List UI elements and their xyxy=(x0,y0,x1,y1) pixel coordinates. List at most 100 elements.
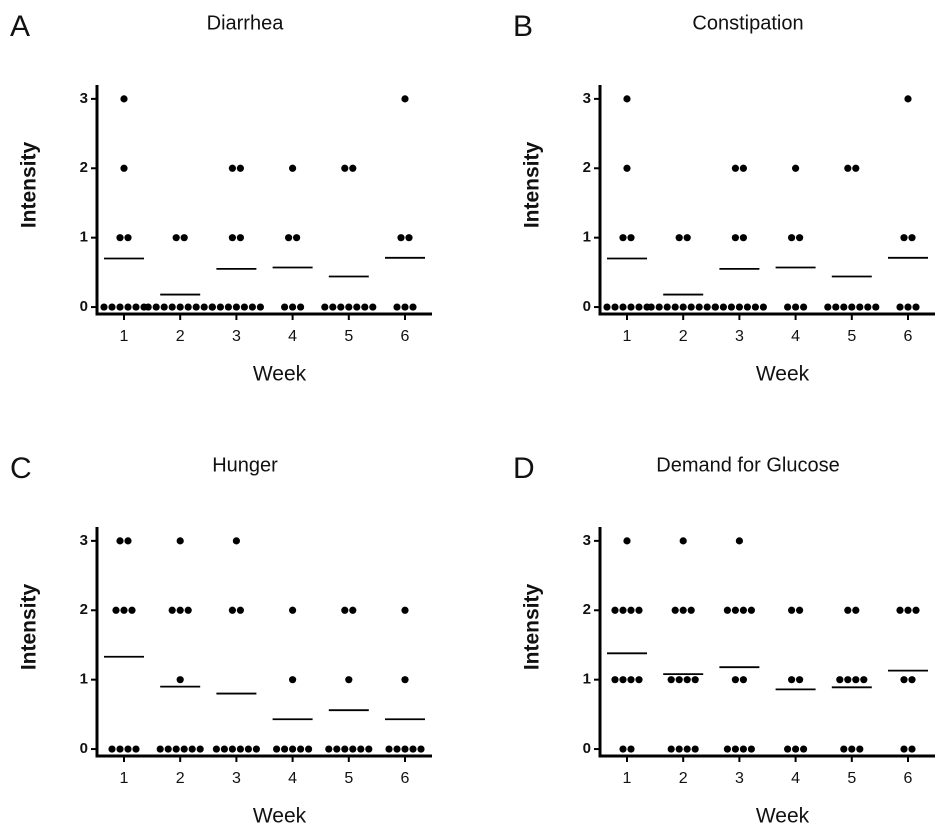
dot xyxy=(675,745,683,753)
dot xyxy=(124,303,132,311)
dot xyxy=(228,745,236,753)
dot xyxy=(297,745,305,753)
dot xyxy=(759,303,767,311)
y-tick-label: 0 xyxy=(583,298,591,315)
y-tick-label: 2 xyxy=(80,159,88,176)
y-tick-label: 3 xyxy=(80,532,88,549)
dot xyxy=(401,303,409,311)
y-tick-label: 3 xyxy=(80,90,88,107)
dot xyxy=(393,745,401,753)
dot xyxy=(349,745,357,753)
x-tick-label: 3 xyxy=(735,328,744,345)
dot xyxy=(281,745,289,753)
x-tick-label: 3 xyxy=(232,770,241,787)
dot xyxy=(623,95,631,103)
x-tick-label: 4 xyxy=(791,328,800,345)
dot xyxy=(361,303,369,311)
dot xyxy=(120,606,128,614)
dot xyxy=(252,745,260,753)
dot xyxy=(623,164,631,172)
dot xyxy=(864,303,872,311)
dot xyxy=(236,606,244,614)
dot xyxy=(792,745,800,753)
dot xyxy=(208,303,216,311)
dot xyxy=(236,164,244,172)
dot xyxy=(172,745,180,753)
y-tick-label: 3 xyxy=(583,90,591,107)
dot xyxy=(727,303,735,311)
dot xyxy=(852,164,860,172)
dot xyxy=(385,745,393,753)
dot xyxy=(611,676,619,684)
dot xyxy=(365,745,373,753)
dot xyxy=(120,95,128,103)
dot xyxy=(128,606,136,614)
dot xyxy=(671,606,679,614)
dot xyxy=(120,164,128,172)
dot xyxy=(188,745,196,753)
dot xyxy=(337,303,345,311)
dot xyxy=(289,676,297,684)
dot xyxy=(619,303,627,311)
x-tick-label: 4 xyxy=(288,328,297,345)
dot xyxy=(112,606,120,614)
dot xyxy=(848,303,856,311)
dot xyxy=(900,676,908,684)
dot xyxy=(747,606,755,614)
x-tick-label: 2 xyxy=(679,770,688,787)
dot xyxy=(116,303,124,311)
y-axis-label: Intensity xyxy=(18,584,41,671)
dot xyxy=(679,606,687,614)
dot xyxy=(856,303,864,311)
dot xyxy=(124,234,132,242)
dot xyxy=(627,606,635,614)
dot xyxy=(176,303,184,311)
dot xyxy=(176,676,184,684)
dot xyxy=(196,745,204,753)
x-axis-label: Week xyxy=(756,363,810,386)
dot xyxy=(796,606,804,614)
dot xyxy=(900,745,908,753)
dot xyxy=(784,745,792,753)
dot xyxy=(164,745,172,753)
dot xyxy=(723,606,731,614)
dot xyxy=(896,303,904,311)
dot xyxy=(409,745,417,753)
dot xyxy=(369,303,377,311)
dot xyxy=(711,303,719,311)
dot xyxy=(393,303,401,311)
dot xyxy=(285,234,293,242)
dot xyxy=(852,676,860,684)
dot xyxy=(228,606,236,614)
x-tick-label: 3 xyxy=(735,770,744,787)
dot xyxy=(236,234,244,242)
dot xyxy=(731,745,739,753)
x-tick-label: 4 xyxy=(288,770,297,787)
dot xyxy=(248,303,256,311)
y-axis-label: Intensity xyxy=(18,142,41,229)
dot xyxy=(683,745,691,753)
dot xyxy=(675,676,683,684)
dot xyxy=(860,676,868,684)
dot xyxy=(160,303,168,311)
panel: A Diarrhea Intensity Week 0 1 2 3 1 2 3 4 5 6 xyxy=(10,10,432,386)
dot xyxy=(731,606,739,614)
dot xyxy=(900,234,908,242)
dot xyxy=(687,606,695,614)
dot xyxy=(679,303,687,311)
dot xyxy=(731,164,739,172)
dot xyxy=(619,606,627,614)
dot xyxy=(824,303,832,311)
dot xyxy=(627,745,635,753)
dot xyxy=(297,303,305,311)
dot xyxy=(904,95,912,103)
x-axis-label: Week xyxy=(756,805,810,828)
x-tick-label: 5 xyxy=(344,770,353,787)
dot xyxy=(904,606,912,614)
dot xyxy=(333,745,341,753)
dot xyxy=(144,303,152,311)
dot xyxy=(289,164,297,172)
dot xyxy=(832,303,840,311)
dot xyxy=(200,303,208,311)
